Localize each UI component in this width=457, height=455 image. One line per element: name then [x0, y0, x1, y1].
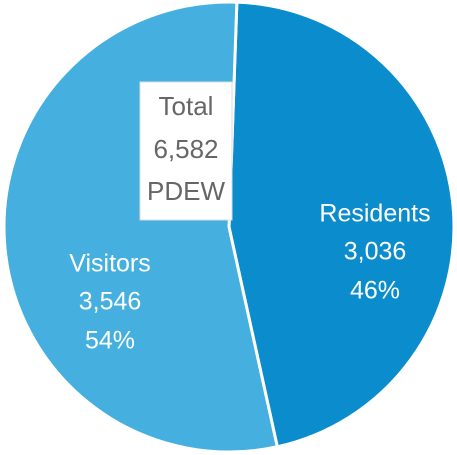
annotation-line: PDEW	[147, 176, 225, 206]
count-label: 3,546	[79, 288, 142, 316]
slice-label: Visitors	[69, 250, 151, 278]
total-box	[139, 81, 233, 221]
percent-label: 46%	[350, 277, 400, 305]
pie-slice	[227, 0, 456, 449]
slice-label: Residents	[319, 200, 430, 228]
annotation-line: Total	[159, 91, 214, 121]
count-label: 3,036	[344, 238, 407, 266]
annotation-line: 6,582	[153, 134, 218, 164]
percent-label: 54%	[85, 327, 135, 355]
